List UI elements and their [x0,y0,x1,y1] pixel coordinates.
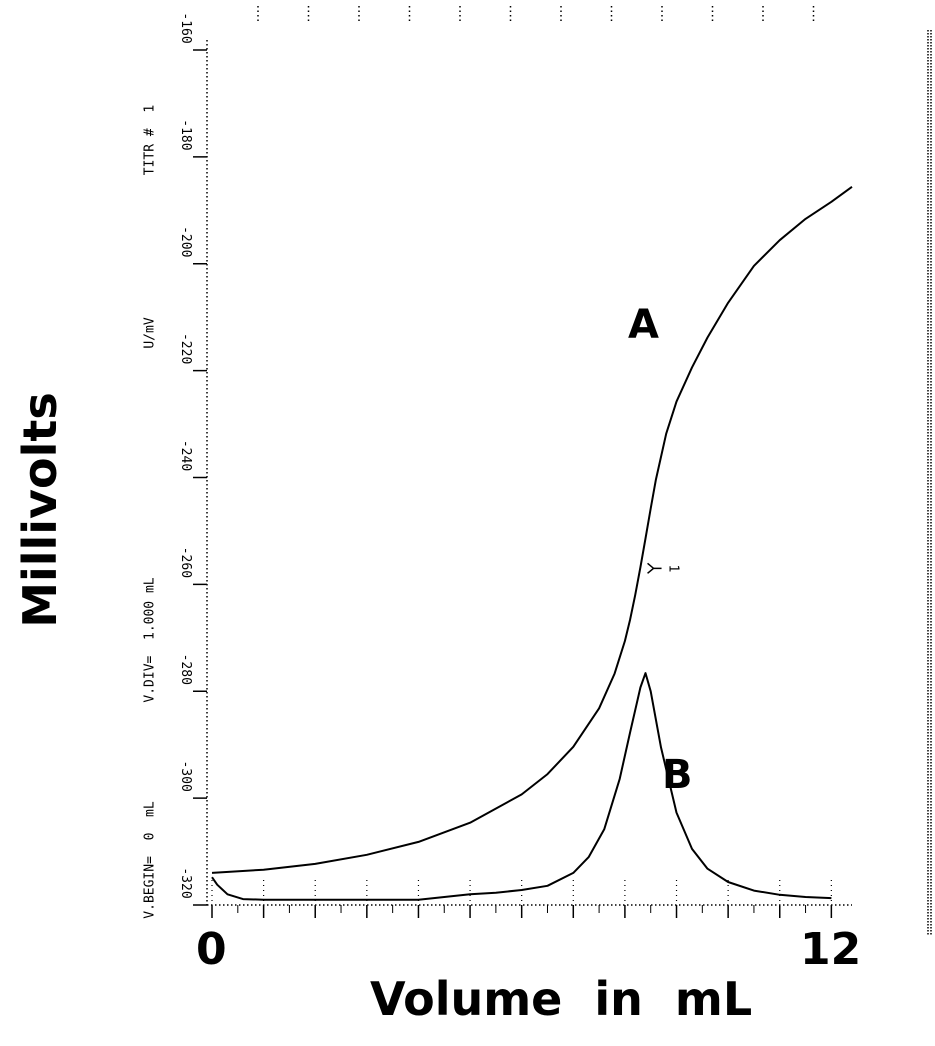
series-group [211,185,853,901]
x-tick-label-12: 12 [800,924,862,975]
header-v-div: V.DIV= 1.000 mL [135,540,165,740]
series-label-b: B [662,752,693,798]
top-grid-ticks [257,6,815,22]
x-tick-label-0: 0 [196,924,227,975]
header-v-begin-text: V.BEGIN= 0 mL [142,801,158,919]
header-units-text: U/mV [142,317,158,349]
y-tick-label: -300 [178,760,193,791]
x-axis-label: Volume in mL [370,972,753,1026]
header-titr: TITR # 1 [135,40,165,240]
right-dashed-border [927,30,932,935]
y-axis-label: Millivolts [10,380,70,640]
header-units: U/mV [135,233,165,433]
series-line-a [211,185,853,874]
series-line-b [211,672,832,901]
y-tick-label: -200 [178,226,193,257]
y-tick-label: -160 [178,12,193,43]
y-tick-label: -180 [178,119,193,150]
y-tick-label: -220 [178,333,193,364]
y-tick-label: -260 [178,547,193,578]
header-v-div-text: V.DIV= 1.000 mL [142,577,158,703]
y-axis-label-text: Millivolts [13,392,67,628]
header-titr-text: TITR # 1 [142,104,158,176]
endpoint-label: 1 [666,564,681,572]
endpoint-arrow [647,562,662,574]
y-tick-label: -240 [178,440,193,471]
series-label-a: A [628,302,659,348]
endpoint-marker: 1 [647,562,681,574]
plot-frame [206,40,852,906]
y-axis-ticks: -160 -180 -200 -220 -240 -260 -280 -300 -320 [178,12,207,906]
header-v-begin: V.BEGIN= 0 mL [135,760,165,960]
y-tick-label: -280 [178,654,193,685]
y-tick-label: -320 [178,867,193,898]
